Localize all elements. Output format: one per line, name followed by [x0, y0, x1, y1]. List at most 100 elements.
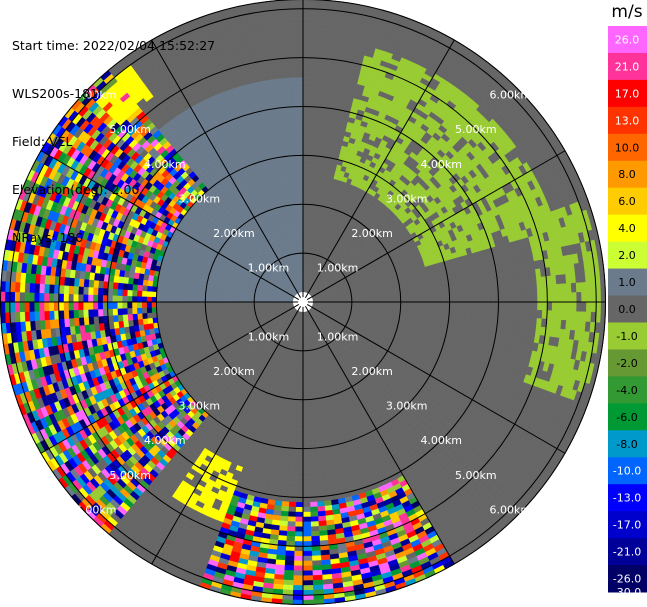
range-gate	[580, 281, 587, 293]
range-gate	[511, 279, 518, 288]
range-gate	[472, 313, 479, 321]
range-gate	[385, 292, 392, 297]
range-gate	[419, 305, 426, 311]
range-gate	[512, 286, 519, 295]
range-gate	[551, 292, 558, 303]
range-gate	[473, 301, 480, 309]
range-gate	[318, 72, 328, 79]
range-gate	[302, 204, 307, 210]
range-gate	[302, 199, 307, 205]
range-gate	[570, 282, 577, 293]
range-gate	[311, 174, 317, 181]
range-gate	[516, 278, 523, 288]
range-gate	[385, 295, 392, 300]
range-gate	[405, 297, 411, 303]
range-gate	[463, 290, 470, 297]
range-gate	[302, 150, 309, 156]
range-gate	[306, 189, 312, 195]
range-gate	[517, 309, 524, 318]
range-gate	[576, 292, 582, 303]
range-gate	[438, 282, 445, 288]
range-gate	[310, 189, 315, 196]
range-gate	[575, 282, 582, 293]
range-gate	[315, 116, 323, 123]
range-gate	[302, 57, 312, 63]
range-gate	[419, 288, 426, 295]
range-gate	[463, 284, 470, 292]
range-gate	[438, 316, 445, 322]
range-gate	[526, 277, 533, 287]
range-gate	[434, 296, 440, 303]
range-gate	[581, 291, 587, 303]
range-gate	[546, 301, 553, 311]
range-gate	[506, 316, 513, 325]
range-gate	[312, 28, 323, 35]
range-gate	[537, 293, 543, 303]
range-gate	[415, 297, 421, 303]
range-gate	[561, 292, 568, 303]
range-gate	[302, 23, 313, 29]
range-gate	[319, 62, 329, 69]
range-gate	[307, 169, 313, 176]
range-gate	[478, 289, 484, 297]
range-gate	[498, 294, 504, 303]
range-gate	[302, 169, 308, 176]
range-gate	[566, 310, 572, 321]
range-gate	[310, 67, 320, 74]
range-gate	[380, 293, 387, 297]
range-gate	[311, 38, 322, 44]
range-gate	[312, 23, 323, 30]
range-gate	[302, 130, 310, 137]
range-gate	[429, 297, 436, 303]
range-gate	[418, 284, 425, 290]
range-gate	[502, 287, 509, 296]
range-gate	[453, 307, 460, 314]
range-gate	[302, 62, 312, 68]
range-gate	[502, 294, 509, 303]
range-gate	[478, 301, 485, 309]
range-gate	[399, 291, 406, 296]
range-gate	[302, 47, 313, 54]
range-gate	[551, 301, 558, 312]
range-gate	[586, 291, 592, 303]
range-gate	[306, 199, 311, 205]
range-gate	[527, 293, 533, 303]
range-gate	[302, 91, 311, 98]
range-gate	[312, 160, 319, 167]
range-gate	[419, 301, 426, 307]
range-gate	[410, 305, 416, 311]
range-gate	[318, 77, 327, 84]
range-gate	[302, 165, 309, 171]
range-gate	[473, 295, 480, 303]
range-gate	[532, 293, 538, 303]
range-gate	[318, 146, 326, 153]
range-gate	[511, 316, 518, 325]
range-gate	[314, 126, 322, 133]
range-gate	[536, 276, 543, 286]
range-gate	[444, 296, 450, 303]
range-gate	[467, 319, 474, 327]
range-gate	[433, 315, 440, 322]
range-gate	[302, 13, 314, 19]
range-gate	[531, 309, 538, 319]
range-gate	[527, 309, 533, 319]
range-gate	[385, 304, 392, 309]
range-gate	[483, 301, 489, 309]
range-gate	[302, 3, 314, 10]
range-gate	[433, 282, 440, 289]
range-gate	[595, 301, 602, 313]
range-gate	[517, 301, 524, 310]
range-gate	[308, 130, 316, 137]
radar-disk	[0, 0, 606, 605]
range-gate	[502, 301, 509, 310]
range-gate	[395, 304, 401, 310]
range-gate	[306, 194, 311, 200]
range-gate	[483, 288, 489, 296]
range-gate	[424, 310, 431, 316]
range-gate	[395, 294, 401, 300]
range-gate	[463, 301, 470, 309]
range-gate	[434, 306, 441, 312]
range-gate	[576, 301, 582, 312]
range-gate	[522, 286, 528, 295]
range-gate	[302, 52, 312, 59]
